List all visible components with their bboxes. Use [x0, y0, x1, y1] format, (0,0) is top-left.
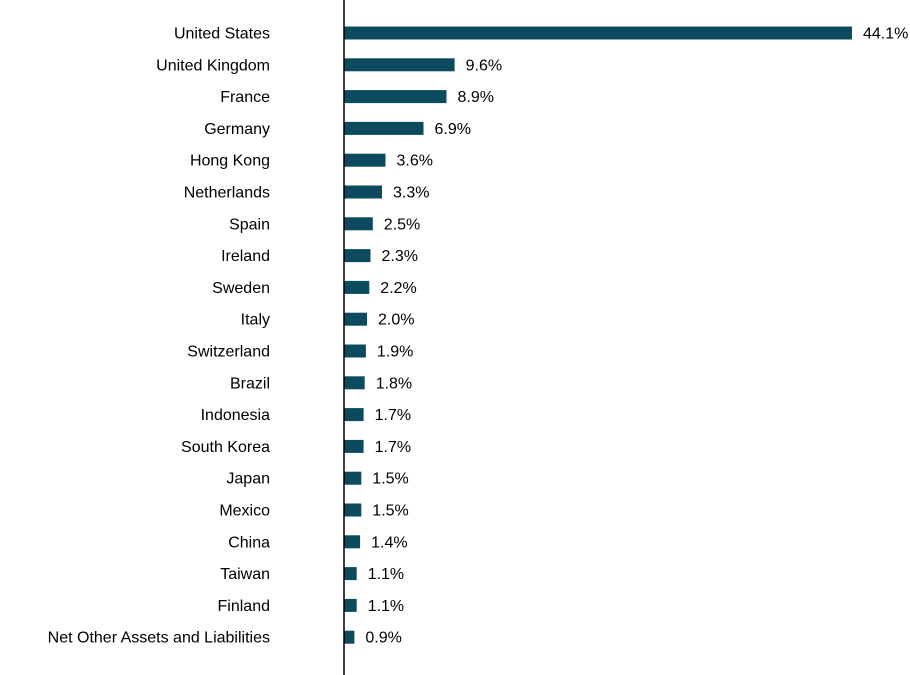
bar [344, 503, 362, 517]
category-label: Netherlands [184, 185, 270, 202]
category-label: United States [174, 26, 270, 43]
bar [344, 630, 355, 644]
category-label: Taiwan [220, 566, 270, 583]
value-label: 1.7% [375, 439, 411, 456]
value-label: 8.9% [458, 89, 494, 106]
bar [344, 598, 357, 612]
value-label: 6.9% [435, 121, 471, 138]
category-label: Sweden [212, 280, 270, 297]
bar [344, 217, 373, 231]
value-label: 3.6% [397, 153, 433, 170]
category-label: Brazil [230, 375, 270, 392]
bar [344, 280, 370, 294]
value-label: 44.1% [863, 26, 908, 43]
category-label: Germany [204, 121, 270, 138]
value-label: 9.6% [466, 57, 502, 74]
bars-layer [344, 26, 852, 644]
value-label: 1.8% [376, 375, 412, 392]
bar [344, 58, 455, 72]
bar [344, 26, 852, 40]
value-label: 1.1% [368, 566, 404, 583]
bar [344, 567, 357, 581]
category-label: Ireland [221, 248, 270, 265]
category-label: United Kingdom [156, 57, 270, 74]
value-label: 1.5% [372, 503, 408, 520]
bar [344, 153, 386, 167]
category-label: France [220, 89, 270, 106]
category-label: Switzerland [187, 344, 270, 361]
category-label: Hong Kong [190, 153, 270, 170]
bar [344, 312, 367, 326]
bar [344, 185, 382, 199]
bar [344, 408, 364, 422]
value-label: 3.3% [393, 185, 429, 202]
category-label: Japan [226, 471, 270, 488]
bar [344, 249, 371, 263]
value-labels: 44.1% 9.6% 8.9% 6.9%3.6% 3.3% 2.5% 2.3% 2.2% 2.0… [365, 26, 908, 647]
value-label: 0.9% [365, 630, 401, 647]
value-label: 1.4% [371, 534, 407, 551]
value-label: 2.0% [378, 312, 414, 329]
value-label: 1.7% [375, 407, 411, 424]
category-label: Spain [229, 216, 270, 233]
value-label: 1.5% [372, 471, 408, 488]
category-label: South Korea [181, 439, 270, 456]
bar [344, 376, 365, 390]
value-label: 1.1% [368, 598, 404, 615]
bar [344, 121, 424, 135]
category-label: Italy [241, 312, 270, 329]
category-label: Finland [218, 598, 270, 615]
category-label: Indonesia [201, 407, 270, 424]
bar [344, 439, 364, 453]
category-labels: United States United Kingdom France Germany… [48, 26, 270, 647]
bar [344, 535, 361, 549]
bar [344, 471, 362, 485]
category-label: China [228, 534, 270, 551]
value-label: 2.2% [380, 280, 416, 297]
bar [344, 90, 447, 104]
category-label: Net Other Assets and Liabilities [48, 630, 270, 647]
value-label: 1.9% [377, 344, 413, 361]
bar [344, 344, 366, 358]
category-label: Mexico [219, 503, 270, 520]
value-label: 2.5% [384, 216, 420, 233]
value-label: 2.3% [382, 248, 418, 265]
